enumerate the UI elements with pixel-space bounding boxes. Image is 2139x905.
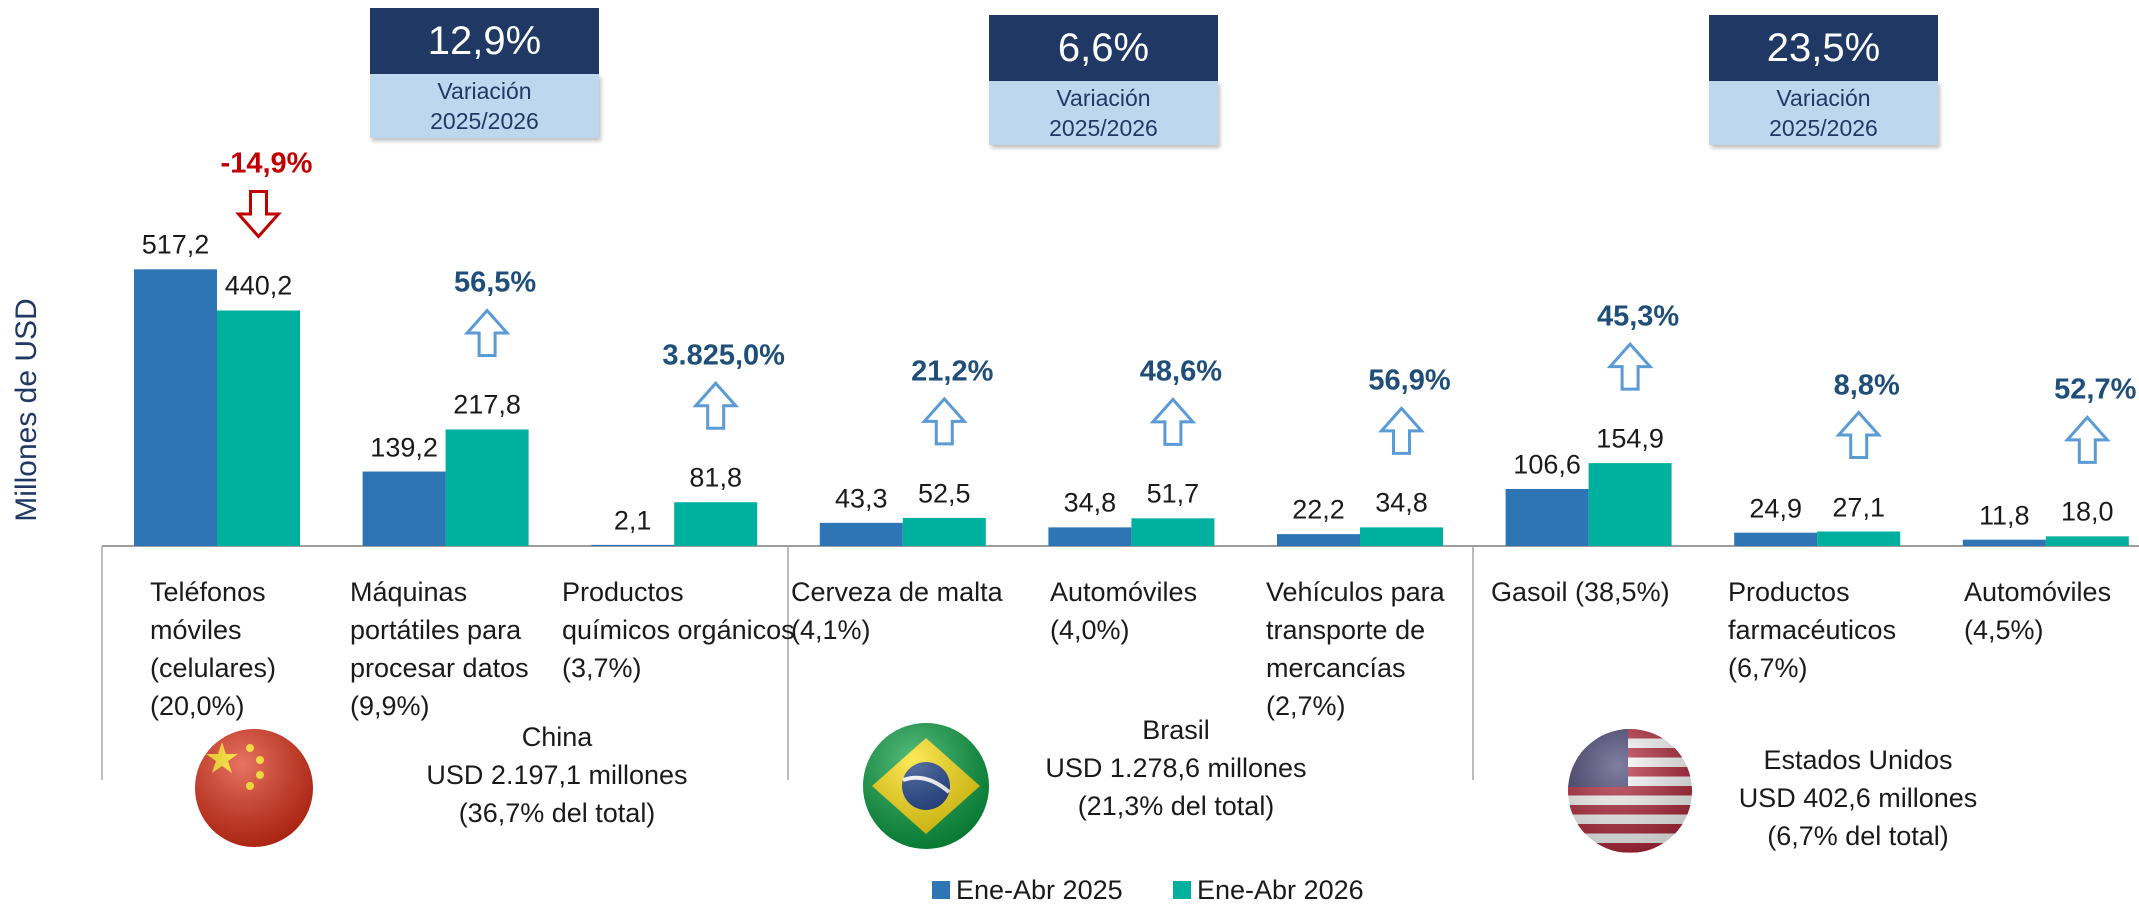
group-total: USD 2.197,1 millones <box>426 760 688 790</box>
value-label: 22,2 <box>1292 494 1345 525</box>
change-label: 3.825,0% <box>662 339 785 372</box>
value-label: 517,2 <box>141 229 210 260</box>
bar <box>1817 531 1901 546</box>
change-label: 21,2% <box>911 355 994 388</box>
bar <box>2045 536 2129 546</box>
flag-brazil <box>863 723 989 849</box>
x-tick-label: Máquinas portátiles para procesar datos … <box>350 577 529 721</box>
bar <box>1360 527 1443 546</box>
bar <box>1734 532 1818 546</box>
x-tick-label: Productos químicos orgánicos (3,7%) <box>562 577 795 683</box>
bar <box>362 471 446 546</box>
bar <box>134 269 217 546</box>
group-name: Estados Unidos <box>1763 745 1953 775</box>
variation-value: 12,9% <box>370 8 599 74</box>
variation-caption: Variación 2025/2026 <box>370 74 599 138</box>
value-label: 18,0 <box>2061 496 2114 527</box>
group-share: (6,7% del total) <box>1767 821 1949 851</box>
bar <box>217 310 300 546</box>
x-tick-label: Vehículos para transporte de mercancías … <box>1266 577 1445 721</box>
change-label: 56,9% <box>1368 364 1451 397</box>
bar <box>1048 527 1132 546</box>
value-label: 139,2 <box>370 432 438 463</box>
legend-label: Ene-Abr 2025 <box>956 875 1123 905</box>
x-tick-label: Automóviles (4,0%) <box>1050 577 1198 645</box>
bar <box>1277 534 1360 546</box>
y-axis-label: Millones de USD <box>10 298 43 522</box>
value-label: 43,3 <box>835 483 888 514</box>
bar <box>445 429 529 546</box>
change-arrow <box>235 189 282 239</box>
value-label: 34,8 <box>1375 487 1428 518</box>
flag-usa <box>1568 729 1692 853</box>
bar <box>1588 463 1672 546</box>
group-total: USD 402,6 millones <box>1738 783 1978 813</box>
bar <box>591 544 675 546</box>
value-label: 11,8 <box>1979 500 2030 531</box>
bar <box>1131 518 1215 546</box>
change-label: 48,6% <box>1139 355 1223 388</box>
group-total: USD 1.278,6 millones <box>1045 753 1307 783</box>
group-name: Brasil <box>1142 715 1210 745</box>
legend-swatch <box>932 881 950 899</box>
variation-caption: Variación 2025/2026 <box>1709 81 1938 145</box>
value-label: 51,7 <box>1146 478 1200 509</box>
value-label: 27,1 <box>1832 492 1885 522</box>
group-share: (36,7% del total) <box>458 798 656 828</box>
flag-china <box>195 729 313 847</box>
change-arrow <box>1835 410 1883 460</box>
variation-value: 6,6% <box>989 15 1218 81</box>
value-label: 440,2 <box>224 270 293 301</box>
value-label: 2,1 <box>613 505 652 536</box>
legend-swatch <box>1173 881 1191 899</box>
x-tick-label: Cerveza de malta (4,1%) <box>791 577 1003 645</box>
x-tick-label: Teléfonos móviles (celulares) (20,0%) <box>150 577 277 721</box>
value-label: 52,5 <box>918 478 971 509</box>
change-arrow <box>1149 397 1197 446</box>
group-share: (21,3% del total) <box>1077 791 1275 821</box>
change-arrow <box>692 380 740 430</box>
value-label: 154,9 <box>1596 423 1664 454</box>
variation-value: 23,5% <box>1709 15 1938 81</box>
change-arrow <box>920 396 968 446</box>
bar <box>1962 539 2046 546</box>
value-label: 24,9 <box>1749 493 1802 524</box>
bar <box>1505 488 1589 546</box>
legend-label: Ene-Abr 2026 <box>1197 875 1364 905</box>
change-arrow <box>2063 415 2111 464</box>
x-tick-label: Productos farmacéuticos (6,7%) <box>1728 577 1897 683</box>
x-tick-label: Automóviles (4,5%) <box>1964 577 2112 645</box>
bar <box>819 522 903 546</box>
value-label: 106,6 <box>1513 449 1581 480</box>
change-arrow <box>463 308 511 357</box>
x-tick-label: Gasoil (38,5%) <box>1491 577 1670 607</box>
change-label: -14,9% <box>220 147 313 180</box>
variation-caption: Variación 2025/2026 <box>989 81 1218 145</box>
change-label: 52,7% <box>2054 373 2137 406</box>
value-label: 217,8 <box>453 389 521 420</box>
bar <box>902 517 986 546</box>
change-arrow <box>1606 341 1654 391</box>
value-label: 34,8 <box>1063 487 1117 518</box>
change-label: 45,3% <box>1596 300 1680 333</box>
group-name: China <box>521 722 593 752</box>
change-label: 56,5% <box>453 266 537 299</box>
bar <box>674 502 758 546</box>
change-label: 8,8% <box>1833 369 1900 401</box>
change-arrow <box>1378 406 1425 455</box>
value-label: 81,8 <box>689 462 742 493</box>
